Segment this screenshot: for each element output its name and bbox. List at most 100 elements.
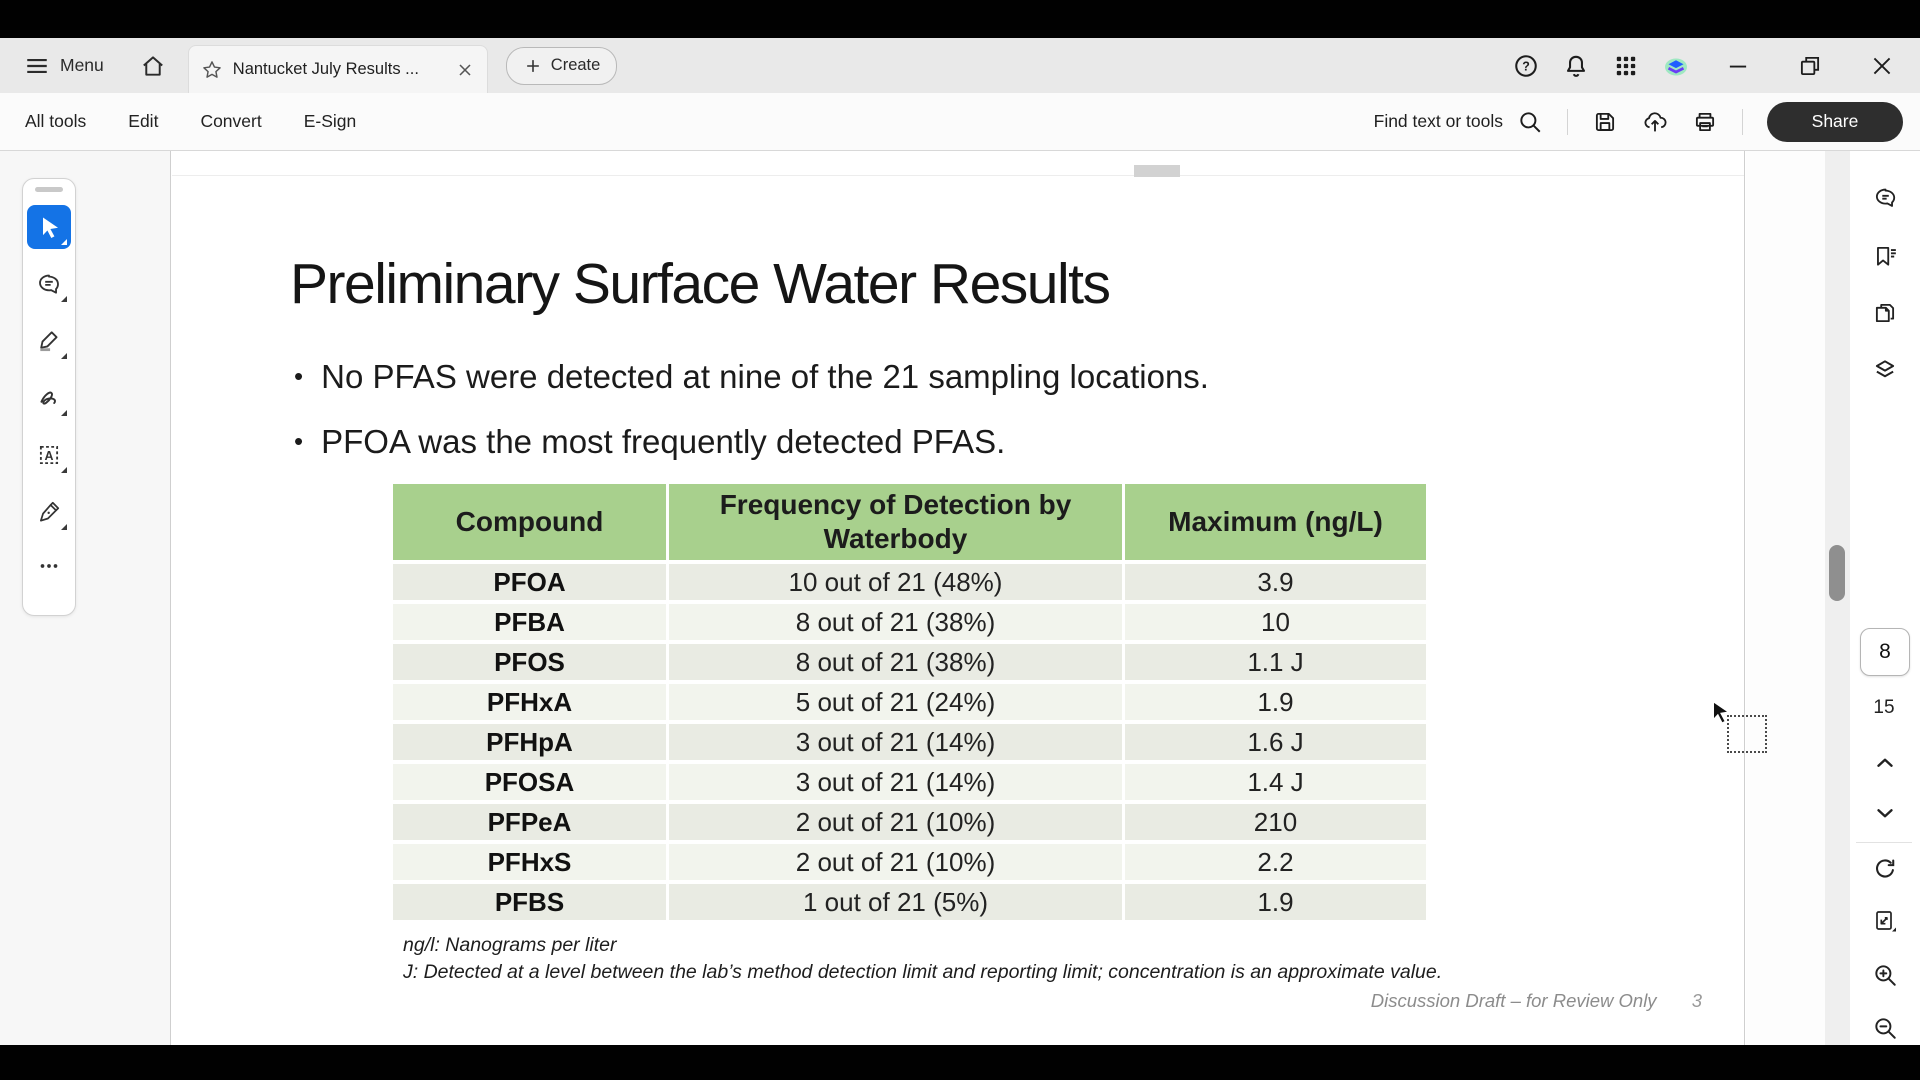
layers-panel-icon[interactable]: [1872, 357, 1898, 383]
palette-drag-handle[interactable]: [35, 187, 63, 192]
maximum-cell: 210: [1122, 804, 1426, 840]
more-tools-button[interactable]: [27, 544, 71, 588]
compound-cell: PFHxS: [393, 844, 666, 880]
current-page-value: 8: [1879, 640, 1891, 663]
share-label: Share: [1811, 111, 1859, 131]
bullet-text: PFOA was the most frequently detected PF…: [321, 423, 1006, 460]
previous-page-chevron-up-icon[interactable]: [1872, 750, 1898, 776]
fit-page-icon[interactable]: [1872, 908, 1898, 934]
draw-squiggle-icon: [36, 385, 62, 411]
notifications-bell-icon[interactable]: [1563, 53, 1589, 79]
table-row: PFBS 1 out of 21 (5%) 1.9: [393, 884, 1426, 920]
toolbar-divider: [1567, 108, 1568, 135]
comments-panel-icon[interactable]: [1872, 185, 1898, 211]
frequency-cell: 8 out of 21 (38%): [666, 644, 1122, 680]
rotate-page-icon[interactable]: [1872, 856, 1898, 882]
header-compound: Compound: [393, 484, 666, 560]
nav-all-tools[interactable]: All tools: [25, 111, 87, 131]
compound-cell: PFOA: [393, 564, 666, 600]
bullet-dot: •: [294, 361, 304, 391]
add-comment-tool-button[interactable]: [27, 262, 71, 306]
window-title-bar: [0, 0, 1920, 38]
plus-icon: [523, 56, 543, 76]
bookmarks-panel-icon[interactable]: [1872, 243, 1898, 269]
text-selection-box-icon: A: [36, 442, 62, 468]
page-thumbnails-icon[interactable]: [1872, 300, 1898, 326]
bullet-dot: •: [294, 426, 304, 456]
previous-page-sliver: [1134, 165, 1180, 177]
create-label: Create: [550, 56, 601, 74]
slide-title: Preliminary Surface Water Results: [290, 252, 1111, 316]
flyout-corner: [61, 410, 67, 416]
frequency-cell: 8 out of 21 (38%): [666, 604, 1122, 640]
bullet-item: • PFOA was the most frequently detected …: [294, 423, 1005, 461]
tab-close-icon[interactable]: [455, 60, 475, 80]
maximum-cell: 1.1 J: [1122, 644, 1426, 680]
highlight-tool-button[interactable]: [27, 319, 71, 363]
nav-convert[interactable]: Convert: [200, 111, 262, 131]
maximum-cell: 1.9: [1122, 684, 1426, 720]
restore-window-icon[interactable]: [1797, 53, 1823, 79]
footnote: J: Detected at a level between the lab’s…: [403, 961, 1443, 983]
current-page-input[interactable]: 8: [1860, 628, 1910, 676]
close-window-icon[interactable]: [1869, 53, 1895, 79]
minimize-icon[interactable]: [1725, 53, 1751, 79]
pointer-icon: [35, 213, 63, 241]
table-row: PFHpA 3 out of 21 (14%) 1.6 J: [393, 724, 1426, 760]
compound-cell: PFBS: [393, 884, 666, 920]
star-icon[interactable]: [201, 59, 223, 81]
next-page-chevron-down-icon[interactable]: [1872, 800, 1898, 826]
fountain-pen-icon: [36, 499, 62, 525]
find-label: Find text or tools: [1373, 111, 1503, 131]
window-bottom-bar: [0, 1045, 1920, 1080]
slide-number: 3: [1691, 990, 1702, 1011]
results-table: Compound Frequency of Detection by Water…: [393, 480, 1426, 924]
table-row: PFOA 10 out of 21 (48%) 3.9: [393, 564, 1426, 600]
document-tab[interactable]: Nantucket July Results ...: [187, 45, 488, 93]
maximum-cell: 3.9: [1122, 564, 1426, 600]
header-frequency: Frequency of Detection by Waterbody: [666, 484, 1122, 560]
frequency-cell: 1 out of 21 (5%): [666, 884, 1122, 920]
create-button[interactable]: Create: [505, 46, 618, 85]
total-pages-label: 15: [1873, 697, 1895, 718]
maximum-cell: 2.2: [1122, 844, 1426, 880]
frequency-cell: 3 out of 21 (14%): [666, 764, 1122, 800]
upload-cloud-icon[interactable]: [1642, 109, 1668, 135]
compound-cell: PFHpA: [393, 724, 666, 760]
tab-title: Nantucket July Results ...: [232, 60, 419, 78]
creative-cloud-icon[interactable]: [1663, 53, 1689, 79]
scrollbar-thumb[interactable]: [1829, 545, 1845, 601]
panel-divider: [1856, 842, 1912, 843]
nav-edit[interactable]: Edit: [128, 111, 159, 131]
share-button[interactable]: Share: [1767, 101, 1903, 142]
comment-bubble-icon: [36, 271, 62, 297]
flyout-corner: [61, 467, 67, 473]
nav-esign[interactable]: E-Sign: [303, 111, 357, 131]
frequency-cell: 3 out of 21 (14%): [666, 724, 1122, 760]
zoom-in-icon[interactable]: [1872, 962, 1898, 988]
menu-label: Menu: [60, 55, 104, 75]
apps-grid-icon[interactable]: [1613, 53, 1639, 79]
previous-page-edge: [172, 175, 1744, 176]
fill-sign-tool-button[interactable]: [27, 490, 71, 534]
pdf-page[interactable]: Preliminary Surface Water Results • No P…: [172, 151, 1745, 1045]
ellipsis-icon: [36, 553, 62, 579]
select-text-tool-button[interactable]: A: [27, 433, 71, 477]
tab-bar: Menu Nantucket July Results ... Create ?: [0, 38, 1920, 93]
results-table-body: PFOA 10 out of 21 (48%) 3.9 PFBA 8 out of 21…: [393, 564, 1426, 920]
print-icon[interactable]: [1692, 109, 1718, 135]
table-row: PFHxA 5 out of 21 (24%) 1.9: [393, 684, 1426, 720]
home-button[interactable]: [140, 53, 166, 79]
zoom-out-icon[interactable]: [1872, 1015, 1898, 1041]
help-icon[interactable]: ?: [1513, 53, 1539, 79]
draw-tool-button[interactable]: [27, 376, 71, 420]
frequency-cell: 2 out of 21 (10%): [666, 804, 1122, 840]
menu-button[interactable]: Menu: [24, 53, 104, 79]
action-bar: All tools Edit Convert E-Sign Find text …: [0, 93, 1920, 151]
save-icon[interactable]: [1592, 109, 1618, 135]
bullet-item: • No PFAS were detected at nine of the 2…: [294, 358, 1209, 396]
right-side-panel: 8 15: [1850, 151, 1920, 1045]
scroll-gutter: [1746, 151, 1825, 1045]
find-text-button[interactable]: Find text or tools: [1374, 109, 1543, 135]
select-tool-button[interactable]: [27, 205, 71, 249]
